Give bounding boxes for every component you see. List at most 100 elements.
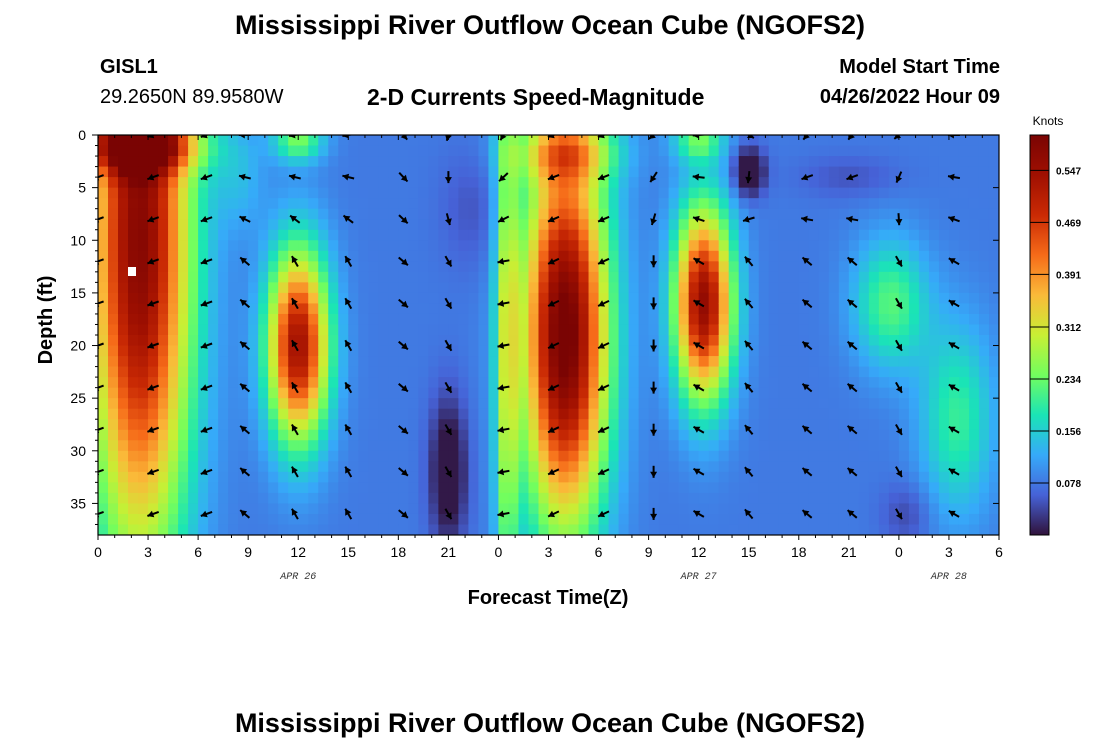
heat-cell (988, 219, 999, 231)
heat-cell (958, 145, 970, 157)
heat-cell (608, 482, 620, 494)
heat-cell (368, 324, 379, 336)
heat-cell (598, 313, 610, 326)
heat-cell (408, 219, 419, 231)
heat-cell (178, 135, 189, 147)
heat-cell (958, 135, 970, 147)
heat-cell (738, 387, 750, 399)
heat-cell (468, 135, 480, 147)
heat-cell (728, 177, 740, 189)
date-label: APR 28 (930, 572, 967, 583)
heat-cell (108, 166, 119, 178)
heat-cell (98, 461, 109, 473)
heat-cell (438, 166, 449, 178)
heat-cell (968, 135, 980, 147)
heat-cell (918, 482, 930, 494)
heat-cell (908, 419, 920, 431)
heat-cell (148, 292, 159, 305)
heat-cell (138, 187, 149, 199)
heat-cell (98, 471, 109, 483)
heat-cell (238, 313, 249, 326)
heat-cell (428, 471, 439, 483)
heat-cell (418, 177, 429, 189)
heat-cell (718, 492, 730, 505)
heat-cell (578, 292, 590, 305)
heat-cell (908, 513, 920, 526)
heat-cell (758, 282, 770, 294)
heat-cell (288, 345, 299, 357)
heat-cell (908, 471, 920, 483)
heat-cell (168, 408, 179, 420)
heat-cell (138, 166, 149, 178)
heat-cell (118, 250, 129, 262)
heat-cell (148, 408, 159, 420)
heat-cell (788, 513, 800, 526)
heat-cell (688, 482, 700, 494)
heat-cell (128, 313, 139, 326)
heat-cell (198, 398, 209, 410)
heat-cell (918, 240, 930, 252)
heat-cell (758, 366, 770, 378)
heat-cell (488, 387, 500, 399)
heat-cell (708, 450, 720, 462)
heat-cell (528, 208, 540, 220)
heat-cell (858, 271, 870, 283)
heat-cell (678, 324, 690, 336)
heat-cell (758, 492, 770, 505)
heat-cell (138, 177, 149, 189)
heat-cell (208, 177, 219, 189)
heat-cell (368, 377, 379, 389)
heat-cell (208, 503, 219, 515)
heat-cell (298, 461, 309, 473)
heat-cell (108, 219, 119, 231)
heat-cell (268, 313, 279, 326)
heat-cell (588, 135, 600, 147)
heat-cell (578, 398, 590, 410)
heat-cell (878, 366, 890, 378)
heat-cell (498, 419, 510, 431)
heat-cell (478, 145, 490, 157)
heat-cell (168, 377, 179, 389)
heat-cell (158, 177, 169, 189)
heat-cell (608, 303, 620, 315)
heat-cell (358, 324, 369, 336)
heat-cell (658, 240, 670, 252)
heat-cell (698, 398, 710, 410)
heat-cell (468, 450, 480, 462)
heat-cell (638, 282, 650, 294)
heat-cell (288, 408, 299, 420)
heat-cell (418, 440, 429, 452)
current-arrow (342, 214, 354, 224)
heat-cell (758, 408, 770, 420)
heat-cell (288, 324, 299, 336)
heat-cell (938, 198, 950, 210)
heat-cell (598, 187, 610, 199)
heat-cell (518, 440, 530, 452)
heat-cell (498, 398, 510, 410)
heat-cell (728, 208, 740, 220)
heat-cell (268, 135, 279, 147)
heat-cell (658, 419, 670, 431)
heat-cell (408, 240, 419, 252)
heat-cell (178, 324, 189, 336)
heat-cell (318, 208, 329, 220)
heat-cell (698, 187, 710, 199)
heat-cell (858, 387, 870, 399)
heat-cell (338, 429, 349, 441)
heat-cell (238, 503, 249, 515)
heat-cell (678, 503, 690, 515)
heat-cell (778, 461, 790, 473)
heat-cell (348, 229, 359, 241)
heat-cell (488, 335, 500, 347)
heat-cell (598, 492, 610, 505)
heat-cell (478, 408, 490, 420)
heat-cell (298, 429, 309, 441)
heat-cell (368, 429, 379, 441)
heat-cell (648, 282, 660, 294)
heat-cell (658, 471, 670, 483)
heat-cell (798, 440, 810, 452)
heat-cell (838, 145, 850, 157)
heat-cell (948, 482, 960, 494)
heat-cell (578, 219, 590, 231)
heat-cell (148, 250, 159, 262)
